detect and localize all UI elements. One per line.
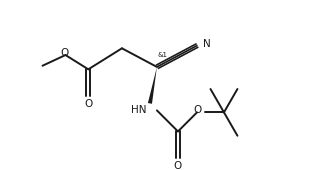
- Polygon shape: [148, 67, 157, 104]
- Text: HN: HN: [131, 105, 146, 115]
- Text: N: N: [203, 39, 211, 49]
- Text: O: O: [84, 99, 93, 109]
- Text: O: O: [174, 161, 182, 170]
- Text: O: O: [194, 105, 202, 115]
- Text: O: O: [61, 48, 69, 58]
- Text: &1: &1: [158, 52, 168, 58]
